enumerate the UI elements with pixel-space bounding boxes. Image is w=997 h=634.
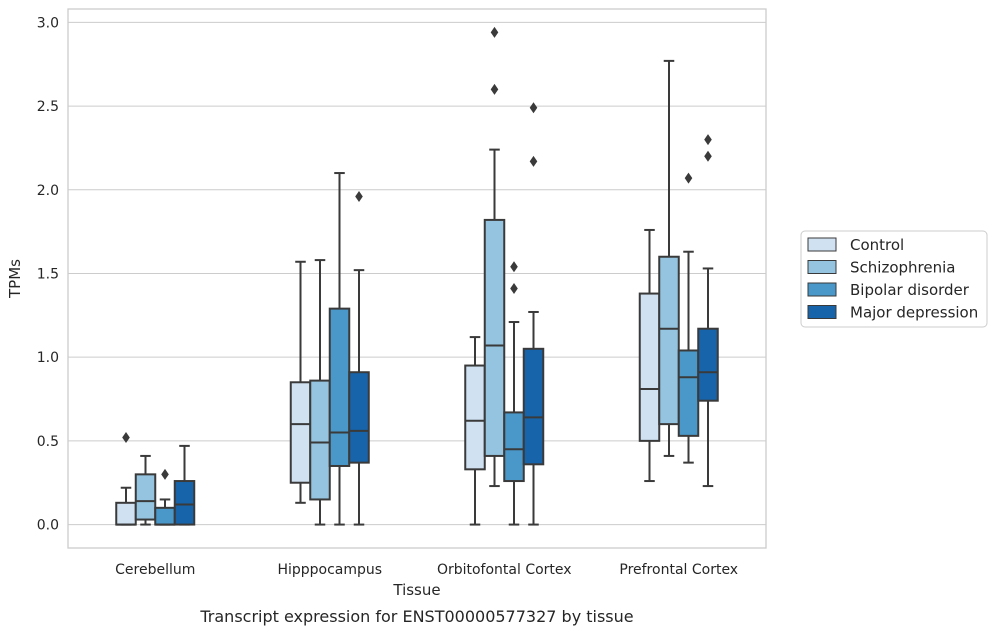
legend: Control Schizophrenia Bipolar disorder Majo… xyxy=(800,230,988,328)
legend-frame xyxy=(800,230,988,328)
series-bipolar-disorder xyxy=(154,172,700,526)
x-tick-label: Orbitofontal Cortex xyxy=(437,562,572,578)
legend-swatch xyxy=(807,237,837,252)
outlier-point xyxy=(122,432,130,444)
box xyxy=(173,480,196,526)
box xyxy=(677,349,700,437)
series-schizophrenia xyxy=(134,26,680,526)
y-tick-label: 2.5 xyxy=(37,99,59,115)
outlier-point xyxy=(161,468,169,480)
box xyxy=(697,327,719,402)
x-tick-label: Prefrontal Cortex xyxy=(619,562,738,578)
box xyxy=(154,506,176,526)
y-axis-label: TPMs xyxy=(6,259,24,299)
outlier-point xyxy=(490,26,499,38)
box xyxy=(483,218,506,457)
legend-label: Control xyxy=(850,236,904,254)
legend-label: Bipolar disorder xyxy=(850,281,970,299)
y-tick-label: 2.0 xyxy=(37,183,59,199)
outlier-point xyxy=(529,155,538,167)
x-axis-label: Tissue xyxy=(392,581,440,599)
outlier-point xyxy=(684,172,693,184)
x-tick-label: Hipppocampus xyxy=(277,562,382,578)
box xyxy=(115,501,137,526)
y-tick-label: 0.5 xyxy=(37,434,59,450)
box xyxy=(309,379,331,501)
box xyxy=(638,292,661,442)
outlier-point xyxy=(529,102,538,114)
y-axis-ticks: 0.0 0.5 1.0 1.5 2.0 2.5 3.0 xyxy=(37,15,59,533)
legend-swatch xyxy=(807,260,837,274)
box xyxy=(503,411,525,483)
legend-label: Schizophrenia xyxy=(850,259,955,277)
legend-swatch xyxy=(807,305,837,319)
box xyxy=(134,473,157,521)
y-tick-label: 0.0 xyxy=(37,518,59,534)
legend-label: Major depression xyxy=(850,304,978,322)
series-control xyxy=(115,228,661,526)
y-tick-label: 1.0 xyxy=(37,350,59,366)
series-major-depression xyxy=(173,102,719,526)
outlier-point xyxy=(510,261,518,273)
box xyxy=(522,347,545,466)
x-tick-label: Cerebellum xyxy=(115,562,195,578)
box xyxy=(328,307,351,467)
box xyxy=(348,371,370,464)
legend-swatch xyxy=(807,282,837,297)
outlier-point xyxy=(510,283,518,295)
box xyxy=(658,255,680,426)
chart-caption: Transcript expression for ENST0000057732… xyxy=(199,607,633,626)
box xyxy=(464,364,486,471)
x-axis-ticks: Cerebellum Hipppocampus Orbitofontal Corte… xyxy=(115,562,738,578)
box xyxy=(289,381,312,484)
outlier-point xyxy=(355,190,363,202)
y-tick-label: 3.0 xyxy=(37,15,59,31)
outlier-point xyxy=(704,134,712,146)
outlier-point xyxy=(490,83,499,95)
y-tick-label: 1.5 xyxy=(37,266,59,282)
plot-area xyxy=(67,8,767,549)
outlier-point xyxy=(704,150,712,162)
